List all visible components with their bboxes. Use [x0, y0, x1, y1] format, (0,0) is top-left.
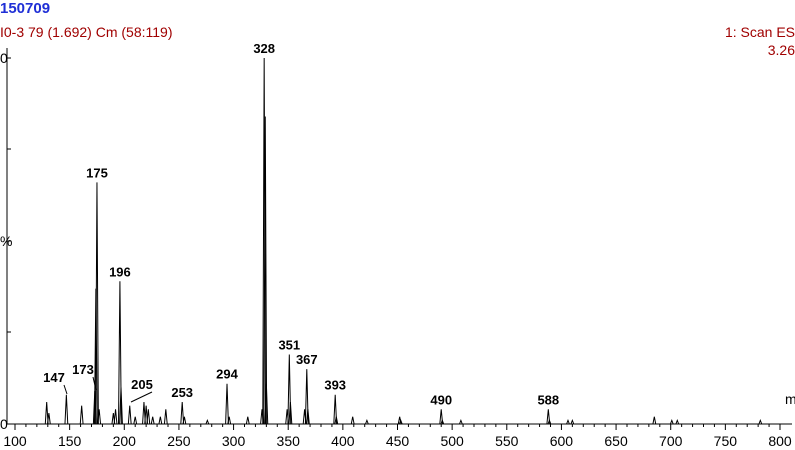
minor-peak [459, 418, 463, 425]
minor-peak [44, 402, 49, 425]
label-leader-173 [92, 376, 97, 391]
peak-490 [439, 409, 444, 425]
minor-peak [675, 418, 680, 425]
chart-axes: 0 0% 100 150 200 250 300 350 400 450 500 550 600 650 7… [0, 48, 795, 449]
minor-peak [570, 418, 575, 425]
x-tick-label: 200 [113, 433, 137, 449]
peak-label-294: 294 [216, 367, 238, 382]
x-tick-label: 750 [714, 433, 738, 449]
peak-label-205: 205 [131, 377, 153, 392]
minor-peak [163, 409, 168, 425]
peak-367 [304, 369, 309, 425]
peak-label-588: 588 [537, 392, 559, 407]
x-tick-label: 250 [167, 433, 191, 449]
peak-175 [95, 182, 99, 425]
peak-351 [287, 354, 292, 425]
peak-label-173: 173 [72, 362, 94, 377]
minor-peak [350, 416, 355, 425]
x-tick-label: 600 [550, 433, 574, 449]
x-tick-label: 700 [659, 433, 683, 449]
peak-196 [118, 281, 122, 425]
peak-393 [333, 394, 338, 425]
peak-253 [180, 402, 185, 425]
minor-peak [146, 409, 151, 425]
sample-id: 150709 [0, 0, 51, 17]
peak-label-147: 147 [43, 370, 65, 385]
peak-label-393: 393 [324, 378, 346, 393]
minor-peak [205, 418, 210, 425]
x-tick-label: 400 [331, 433, 355, 449]
minor-peak [150, 416, 155, 425]
peak-label-175: 175 [86, 165, 108, 180]
minor-peak [365, 418, 369, 425]
minor-peak [669, 418, 674, 425]
peak-label-253: 253 [171, 385, 193, 400]
sample-info: I0-3 79 (1.692) Cm (58:119) [0, 24, 173, 40]
minor-peak [652, 416, 657, 425]
x-tick-label: 350 [277, 433, 301, 449]
x-tick-label: 650 [604, 433, 628, 449]
peak-294 [225, 383, 229, 425]
peak-label-351: 351 [278, 337, 300, 352]
minor-peak [79, 405, 84, 425]
minor-peak [46, 412, 51, 425]
x-tick-label: 800 [768, 433, 792, 449]
minor-peak [566, 418, 570, 425]
minor-peak [133, 416, 138, 425]
minor-peak [758, 418, 763, 425]
x-tick-label: 550 [495, 433, 519, 449]
peak-label-367: 367 [296, 352, 318, 367]
minor-peak [245, 416, 250, 425]
minor-peak [113, 409, 118, 425]
scan-info: 1: Scan ES [724, 24, 795, 40]
y-tick-label-top: 0 [0, 50, 8, 66]
peak-205 [127, 405, 132, 425]
x-axis-label: m [785, 391, 795, 407]
y-axis-label: % [0, 233, 12, 249]
intensity-value: 3.26 [767, 42, 795, 58]
x-tick-label: 150 [58, 433, 82, 449]
peak-label-196: 196 [109, 264, 131, 279]
minor-peak [158, 416, 163, 425]
peak-147 [64, 394, 69, 425]
chart-peaks [44, 57, 763, 425]
x-tick-label: 100 [3, 433, 27, 449]
peak-label-328: 328 [253, 41, 275, 56]
x-tick-label: 300 [222, 433, 246, 449]
minor-peak [398, 418, 403, 425]
label-leader-205 [130, 391, 153, 403]
y-tick-label-0: 0 [0, 416, 8, 432]
minor-peak [263, 116, 268, 425]
peak-328 [262, 57, 267, 425]
peak-588 [546, 409, 551, 425]
x-tick-label: 450 [386, 433, 410, 449]
label-leader-147 [63, 384, 68, 395]
peak-label-490: 490 [430, 392, 452, 407]
x-tick-label: 500 [440, 433, 464, 449]
